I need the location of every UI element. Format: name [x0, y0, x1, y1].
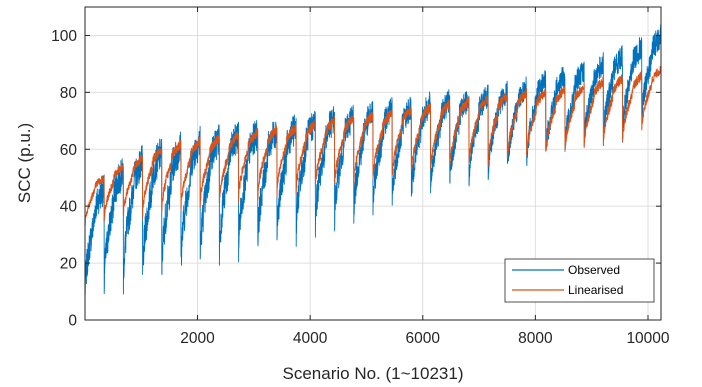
y-axis-label: SCC (p.u.) [15, 123, 34, 203]
plot-border [84, 6, 662, 321]
y-tick-label: 80 [60, 85, 78, 102]
y-tick-label: 20 [60, 256, 78, 273]
legend: Observed Linearised [504, 258, 655, 303]
x-tick-label: 10000 [626, 330, 669, 347]
x-tick-label: 2000 [180, 330, 215, 347]
legend-label-linearised: Linearised [568, 283, 623, 297]
y-tick-label: 100 [51, 28, 77, 45]
legend-box [504, 258, 655, 303]
tick-labels: 2000 4000 6000 8000 10000 0 20 40 60 80 100 [51, 28, 670, 347]
series-linearised-line [84, 66, 662, 227]
x-tick-label: 4000 [293, 330, 328, 347]
legend-label-observed: Observed [568, 263, 620, 277]
x-axis-label: Scenario No. (1~10231) [283, 364, 464, 383]
series-layer [84, 23, 662, 296]
tick-marks [85, 7, 661, 321]
x-tick-label: 6000 [406, 330, 441, 347]
x-tick-label: 8000 [518, 330, 553, 347]
y-tick-label: 0 [68, 313, 77, 330]
y-tick-label: 40 [60, 199, 78, 216]
y-tick-label: 60 [60, 142, 78, 159]
